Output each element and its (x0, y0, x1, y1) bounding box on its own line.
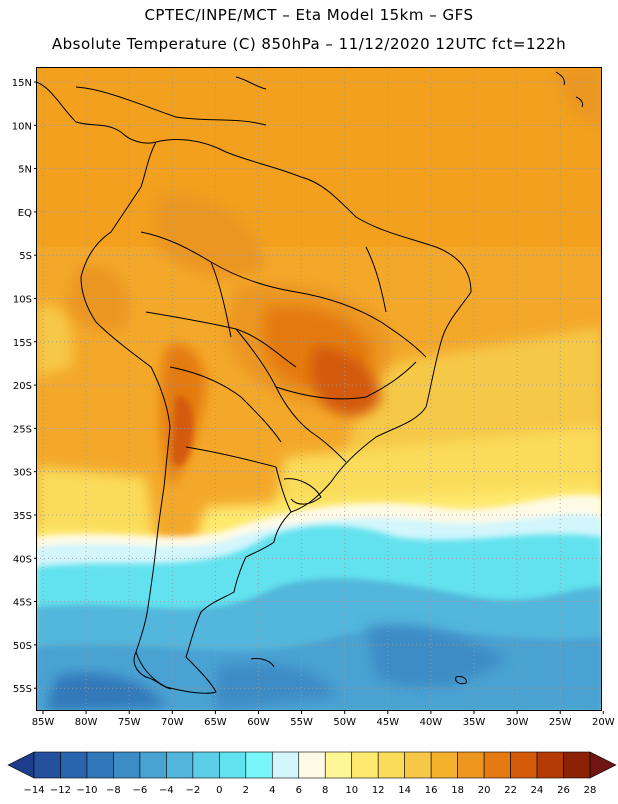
colorbar-label: 12 (372, 785, 385, 796)
colorbar-label: −14 (23, 785, 44, 796)
colorbar-swatch (404, 751, 432, 779)
lat-label: 40S (13, 554, 32, 565)
lat-label: 10N (12, 121, 32, 132)
colorbar-swatch (113, 751, 141, 779)
colorbar-label: 8 (322, 785, 328, 796)
colorbar-label: 0 (216, 785, 222, 796)
latitude-labels: 15N 10N 5N EQ 5S 10S 15S 20S 25S 30S 35S 40S 45S 50S 5… (12, 78, 36, 695)
lat-label: 25S (13, 424, 32, 435)
colorbar-swatch (166, 751, 194, 779)
temperature-map (36, 67, 602, 711)
lat-label: 10S (13, 295, 32, 306)
lat-label: 5S (19, 251, 32, 262)
chart-title-line2: Absolute Temperature (C) 850hPa – 11/12/… (51, 35, 567, 53)
temperature-field (36, 67, 602, 711)
colorbar-swatch (377, 751, 405, 779)
colorbar-swatch (510, 751, 538, 779)
colorbar-swatch (324, 751, 353, 779)
colorbar-swatch (60, 751, 88, 779)
colorbar-scale: −14 −12 −10 −8 −6 −4 −2 0 2 4 6 8 10 12 14 16 18 20 22 24 26… (7, 751, 617, 796)
colorbar-swatch (457, 751, 485, 779)
chart-title-line1: CPTEC/INPE/MCT – Eta Model 15km – GFS (144, 6, 474, 24)
colorbar-swatch (219, 751, 247, 779)
lon-label: 70W (161, 717, 184, 728)
lat-label: 20S (13, 381, 32, 392)
lat-label: 50S (13, 641, 32, 652)
lon-label: 75W (118, 717, 141, 728)
lat-label: 55S (13, 684, 32, 695)
colorbar-label: 28 (584, 785, 597, 796)
colorbar-swatch (139, 751, 167, 779)
map-panel (36, 67, 602, 711)
colorbar-label: 16 (425, 785, 438, 796)
lat-label: EQ (18, 208, 32, 219)
lat-label: 35S (13, 511, 32, 522)
lon-label: 35W (463, 717, 486, 728)
colorbar-swatch (192, 751, 220, 779)
colorbar-label: 20 (478, 785, 491, 796)
lon-label: 25W (549, 717, 572, 728)
lat-label: 15S (13, 338, 32, 349)
colorbar: −14 −12 −10 −8 −6 −4 −2 0 2 4 6 8 10 12 14 16 18 20 22 24 26… (0, 746, 618, 800)
colorbar-label: −4 (159, 785, 174, 796)
map-axes: 15N 10N 5N EQ 5S 10S 15S 20S 25S 30S 35S 40S 45S 50S 5… (12, 78, 615, 728)
colorbar-max-arrow (589, 751, 617, 779)
coastline (36, 71, 584, 694)
colorbar-swatch (86, 751, 114, 779)
colorbar-label: 2 (243, 785, 249, 796)
lon-label: 40W (420, 717, 443, 728)
lon-label: 50W (333, 717, 356, 728)
lon-label: 60W (247, 717, 270, 728)
lat-label: 45S (13, 598, 32, 609)
colorbar-swatch (430, 751, 458, 779)
lat-lon-grid (36, 67, 602, 711)
lat-label: 5N (18, 165, 32, 176)
colorbar-swatch (298, 751, 326, 779)
colorbar-labels: −14 −12 −10 −8 −6 −4 −2 0 2 4 6 8 10 12 14 16 18 20 22 24 26… (23, 785, 596, 796)
colorbar-label: 22 (504, 785, 517, 796)
colorbar-min-arrow (7, 751, 35, 779)
map-border (36, 67, 602, 711)
colorbar-label: 14 (398, 785, 411, 796)
lon-label: 30W (506, 717, 529, 728)
lon-label: 85W (32, 717, 55, 728)
lon-label: 65W (204, 717, 227, 728)
colorbar-label: 18 (451, 785, 464, 796)
colorbar-label: −12 (50, 785, 71, 796)
colorbar-label: 26 (557, 785, 570, 796)
colorbar-label: −10 (76, 785, 97, 796)
colorbar-swatch (536, 751, 564, 779)
colorbar-swatch (483, 751, 511, 779)
lon-label: 55W (290, 717, 313, 728)
lon-label: 20W (592, 717, 615, 728)
lat-label: 15N (12, 78, 32, 89)
colorbar-swatch (245, 751, 273, 779)
lat-label: 30S (13, 468, 32, 479)
colorbar-label: 10 (345, 785, 358, 796)
colorbar-swatch (33, 751, 61, 779)
colorbar-swatches (7, 751, 617, 779)
colorbar-label: −2 (185, 785, 200, 796)
colorbar-swatch (563, 751, 591, 779)
colorbar-label: −6 (133, 785, 148, 796)
colorbar-label: 6 (296, 785, 302, 796)
longitude-labels: 85W 80W 75W 70W 65W 60W 55W 50W 45W 40W 35W 30W 25W 2… (32, 711, 615, 728)
lon-label: 80W (75, 717, 98, 728)
lon-label: 45W (376, 717, 399, 728)
colorbar-swatch (271, 751, 300, 779)
colorbar-label: −8 (106, 785, 121, 796)
colorbar-label: 24 (531, 785, 544, 796)
colorbar-label: 4 (269, 785, 275, 796)
colorbar-swatch (351, 751, 379, 779)
